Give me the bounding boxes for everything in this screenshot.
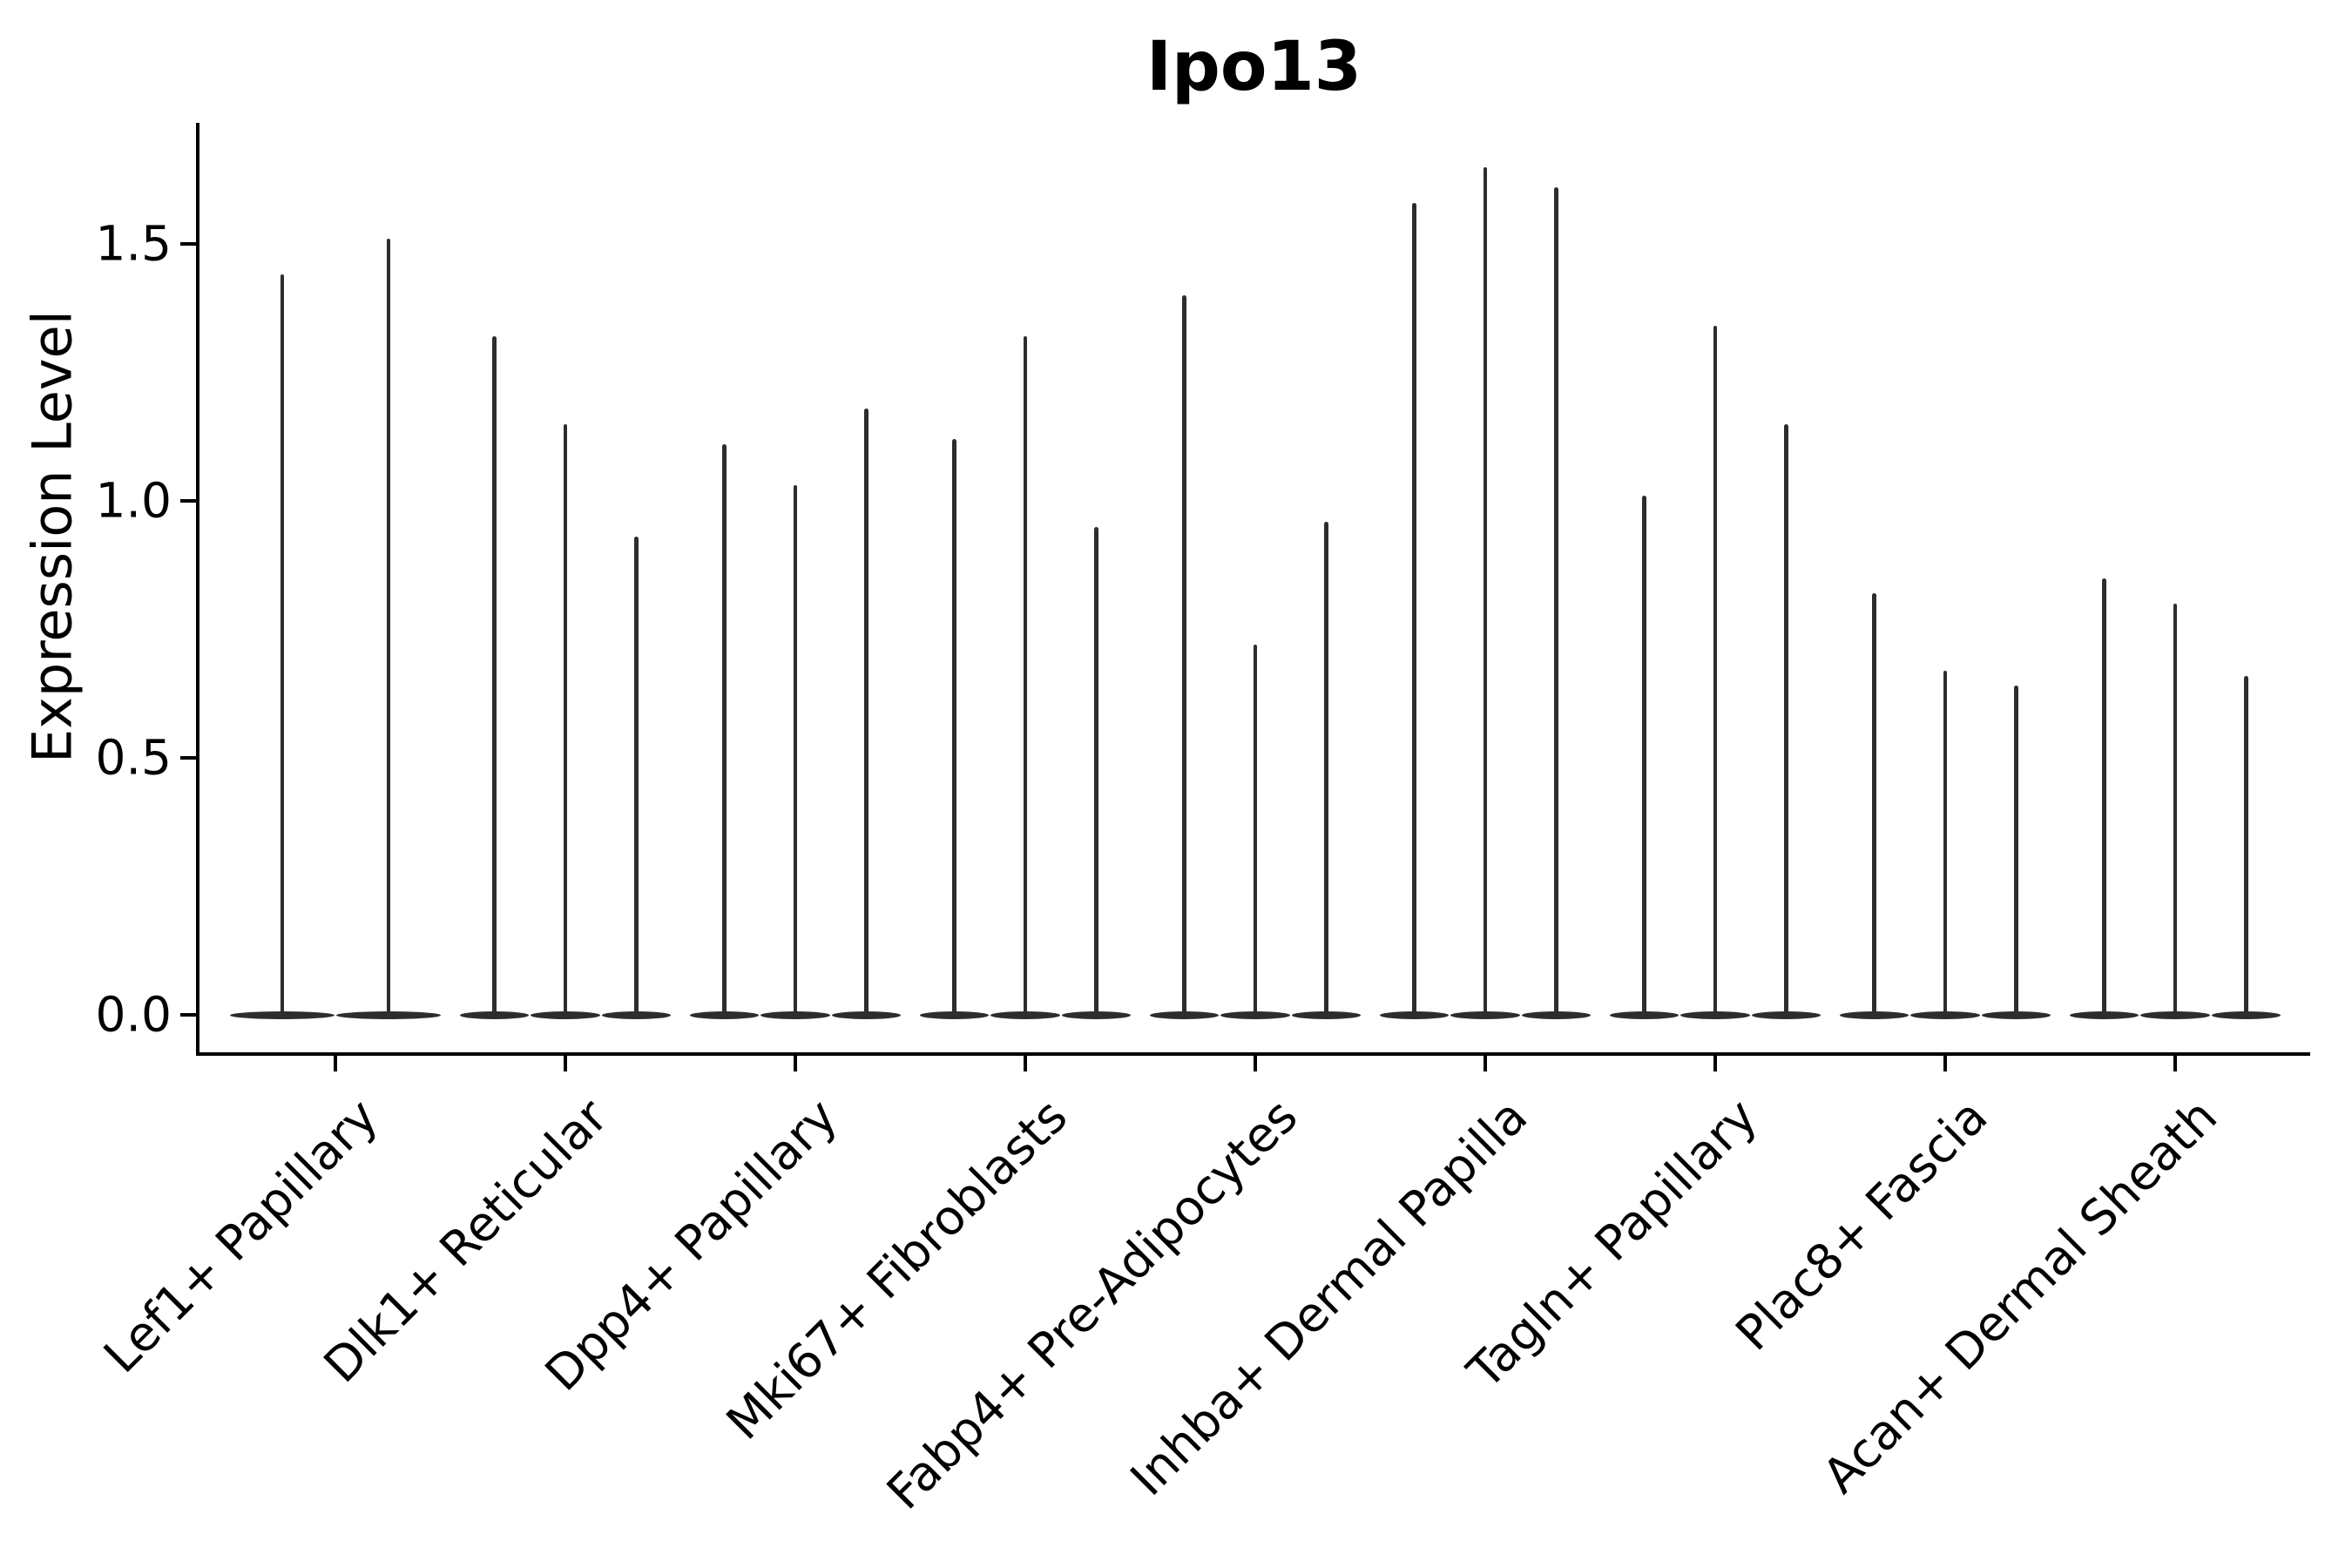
x-tick-label: Inhba+ Dermal Papilla (1119, 1088, 1538, 1507)
x-tick (2173, 1056, 2177, 1071)
violin-spike (952, 439, 956, 1017)
violin-spike (2244, 675, 2248, 1017)
y-tick (180, 242, 196, 246)
violin-spike (864, 408, 868, 1017)
violin-spike (1784, 423, 1788, 1017)
violin-spike (1483, 166, 1488, 1017)
violin-spike (1182, 295, 1186, 1017)
x-tick (1254, 1056, 1257, 1071)
violin-spike (722, 444, 727, 1017)
violin-spike (1554, 187, 1558, 1017)
violin-spike (1642, 496, 1646, 1017)
violin-spike (793, 485, 798, 1017)
y-axis-spine (196, 123, 199, 1056)
violin-spike (2173, 604, 2178, 1017)
violin-spike (1943, 670, 1948, 1017)
x-tick-label: Acan+ Dermal Sheath (1812, 1088, 2228, 1504)
x-tick-label: Fabp4+ Pre-Adipocytes (875, 1088, 1308, 1520)
x-tick (1713, 1056, 1717, 1071)
x-tick (1484, 1056, 1487, 1071)
x-tick (1024, 1056, 1027, 1071)
violin-spike (386, 239, 391, 1017)
violin-spike (1023, 336, 1028, 1017)
violin-spike (1713, 326, 1718, 1017)
y-tick-label: 1.0 (95, 472, 172, 529)
violin-spike (1094, 526, 1098, 1017)
y-tick-label: 0.0 (95, 986, 172, 1043)
violin-spike (492, 336, 497, 1017)
violin-spike (1412, 202, 1416, 1017)
y-tick-label: 0.5 (95, 729, 172, 786)
violin-spike (1324, 521, 1328, 1017)
violin-spike (1253, 645, 1258, 1017)
x-tick (334, 1056, 337, 1071)
violin-spike (2102, 578, 2106, 1017)
y-tick (180, 1013, 196, 1017)
violin-spike (2014, 686, 2018, 1017)
y-axis-label: Expression Level (20, 310, 84, 763)
chart-title: Ipo13 (1146, 28, 1362, 106)
violin-spike (634, 537, 639, 1017)
x-tick (1943, 1056, 1947, 1071)
violin-spike (280, 274, 285, 1017)
y-tick (180, 756, 196, 760)
violin-spike (563, 423, 568, 1017)
violin-spike (1872, 593, 1876, 1017)
y-tick-label: 1.5 (95, 215, 172, 272)
x-tick (794, 1056, 797, 1071)
y-tick (180, 499, 196, 503)
x-tick (564, 1056, 567, 1071)
x-axis-spine (196, 1052, 2310, 1056)
